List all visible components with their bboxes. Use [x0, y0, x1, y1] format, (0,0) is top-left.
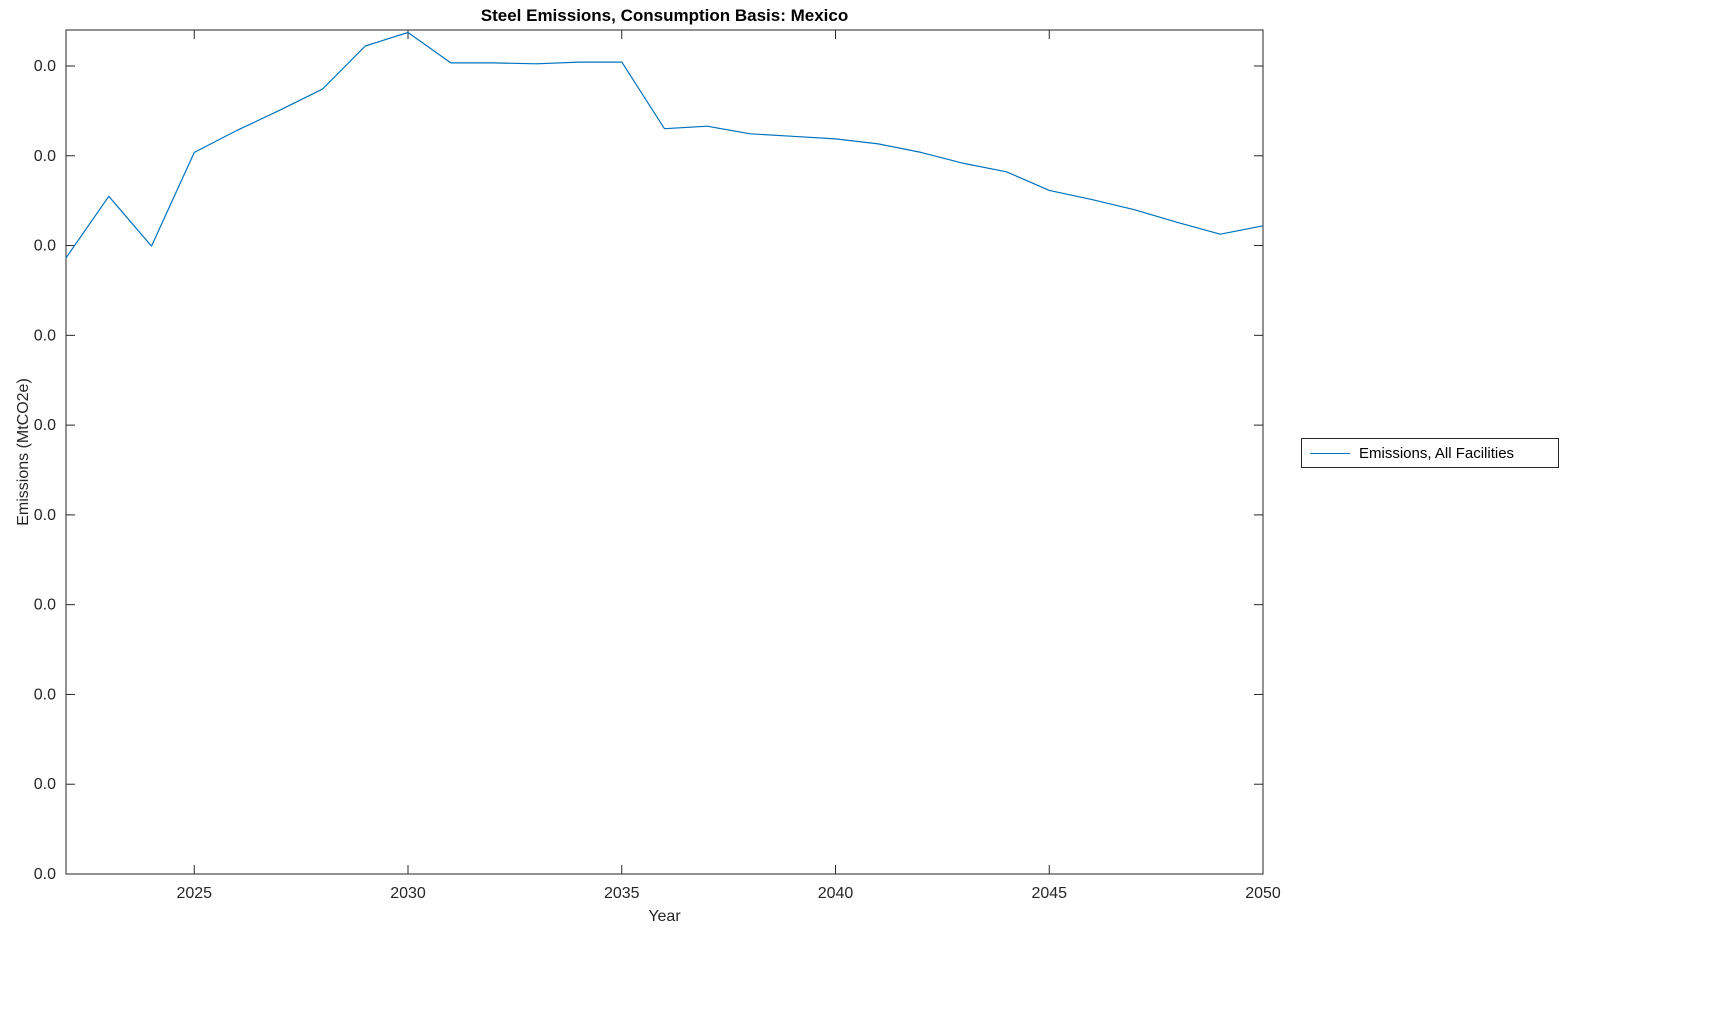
y-tick-label: 0.0	[34, 866, 56, 883]
legend-entry-label: Emissions, All Facilities	[1359, 444, 1515, 462]
x-axis-label: Year	[648, 908, 681, 925]
chart-title: Steel Emissions, Consumption Basis: Mexi…	[480, 6, 849, 25]
y-tick-label: 0.0	[34, 507, 56, 524]
y-tick-label: 0.0	[34, 238, 56, 255]
y-tick-label: 0.0	[34, 58, 56, 75]
y-tick-label: 0.0	[34, 776, 56, 793]
x-tick-label: 2045	[1031, 885, 1067, 902]
y-axis-label: Emissions (MtCO2e)	[15, 378, 32, 526]
y-tick-label: 0.0	[34, 417, 56, 434]
emissions-line	[65, 31, 1264, 259]
y-tick-label: 0.0	[34, 686, 56, 703]
x-tick-label: 2025	[176, 885, 212, 902]
y-tick-label: 0.0	[34, 597, 56, 614]
y-tick-label: 0.0	[34, 148, 56, 165]
x-tick-label: 2030	[390, 885, 426, 902]
x-tick-label: 2050	[1245, 885, 1281, 902]
legend: Emissions, All Facilities	[1301, 438, 1559, 468]
x-tick-label: 2035	[604, 885, 640, 902]
axes-box	[65, 29, 1264, 875]
y-tick-label: 0.0	[34, 327, 56, 344]
legend-line-sample	[1310, 452, 1350, 454]
x-tick-label: 2040	[818, 885, 854, 902]
